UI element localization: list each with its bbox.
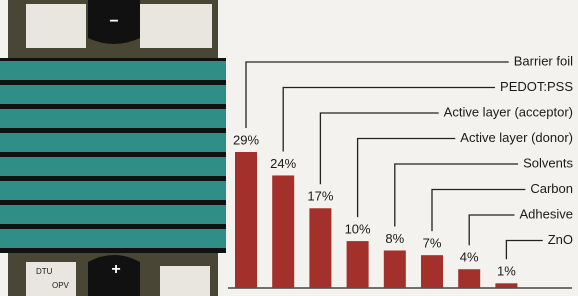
category-label: Barrier foil [514, 53, 573, 68]
value-label: 10% [345, 222, 371, 237]
cell-stripe [0, 61, 226, 80]
top-label [140, 4, 212, 48]
plus-sign: + [111, 261, 120, 278]
product-text: OPV [52, 281, 70, 290]
value-label: 8% [385, 231, 404, 246]
value-label: 4% [460, 250, 479, 265]
leader-line [395, 164, 518, 226]
bottom-label [160, 266, 210, 296]
category-label: Active layer (acceptor) [444, 104, 573, 119]
cell-stripe [0, 157, 226, 176]
cell-stripe [0, 205, 226, 224]
category-label: Active layer (donor) [460, 130, 573, 145]
category-label: Adhesive [520, 206, 573, 221]
cell-stripe [0, 85, 226, 104]
value-label: 29% [233, 132, 259, 147]
leader-line [320, 113, 438, 184]
cell-stripe [0, 181, 226, 200]
logo-text: DTU [36, 267, 53, 276]
category-label: Carbon [530, 181, 573, 196]
leader-line [358, 139, 456, 218]
category-label: Solvents [523, 155, 573, 170]
bar [421, 255, 443, 288]
cell-stripe [0, 133, 226, 152]
category-label: PEDOT:PSS [500, 79, 573, 94]
leader-line [506, 241, 542, 260]
bar [272, 175, 294, 288]
solar-module: − + DTU OPV [0, 0, 226, 296]
cell-stripe [0, 109, 226, 128]
value-label: 7% [423, 236, 442, 251]
bar [495, 283, 517, 288]
bar [458, 269, 480, 288]
bar [235, 152, 257, 288]
leader-line [432, 190, 525, 232]
bar [347, 241, 369, 288]
bar [309, 208, 331, 288]
bar [384, 250, 406, 288]
cell-stripe [0, 229, 226, 248]
figure: − + DTU OPV 29% Barrier foil 24% PEDOT:PSS 1… [0, 0, 578, 296]
top-label [26, 4, 86, 48]
category-label: ZnO [548, 232, 573, 247]
minus-sign: − [109, 13, 118, 30]
value-label: 17% [307, 189, 333, 204]
page: − + DTU OPV 29% Barrier foil 24% PEDOT:PSS 1… [0, 0, 578, 296]
value-label: 1% [497, 264, 516, 279]
value-label: 24% [270, 156, 296, 171]
